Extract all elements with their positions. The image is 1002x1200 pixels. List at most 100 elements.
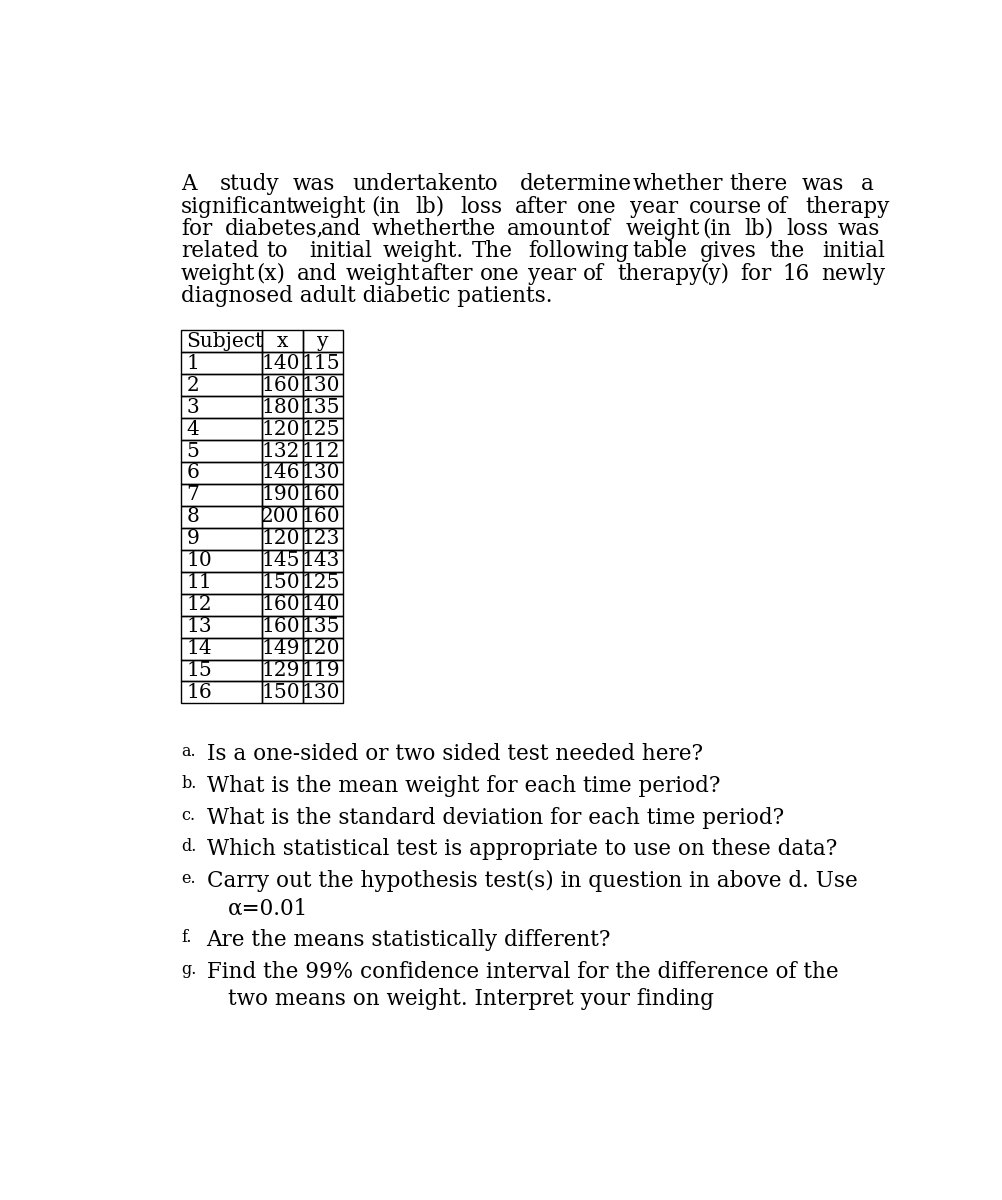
- Bar: [303, 571, 343, 594]
- Bar: [181, 374, 263, 396]
- Text: 120: 120: [262, 420, 300, 438]
- Text: and: and: [321, 218, 361, 240]
- Text: amount: amount: [507, 218, 589, 240]
- Text: The: The: [471, 240, 512, 263]
- Text: was: was: [802, 173, 844, 196]
- Text: loss: loss: [460, 196, 502, 217]
- Text: 149: 149: [262, 640, 300, 658]
- Text: was: was: [293, 173, 335, 196]
- Bar: [181, 550, 263, 571]
- Text: after: after: [515, 196, 567, 217]
- Bar: [263, 330, 303, 353]
- Bar: [263, 571, 303, 594]
- Text: year: year: [528, 263, 576, 284]
- Text: (x): (x): [257, 263, 286, 284]
- Text: b.: b.: [181, 775, 196, 792]
- Text: of: of: [768, 196, 789, 217]
- Text: 123: 123: [302, 529, 340, 548]
- Text: 4: 4: [186, 420, 199, 438]
- Text: 16: 16: [186, 683, 212, 702]
- Text: (in: (in: [702, 218, 731, 240]
- Text: lb): lb): [416, 196, 445, 217]
- Text: 140: 140: [302, 595, 340, 614]
- Bar: [181, 528, 263, 550]
- Bar: [263, 396, 303, 418]
- Bar: [303, 616, 343, 637]
- Bar: [263, 506, 303, 528]
- Bar: [181, 396, 263, 418]
- Text: 140: 140: [262, 354, 300, 373]
- Text: 129: 129: [262, 661, 300, 680]
- Text: A: A: [181, 173, 196, 196]
- Bar: [181, 506, 263, 528]
- Text: y: y: [317, 332, 329, 350]
- Text: 130: 130: [302, 376, 340, 395]
- Text: 190: 190: [261, 486, 300, 504]
- Text: whether: whether: [371, 218, 462, 240]
- Text: 150: 150: [261, 574, 300, 593]
- Text: What is the standard deviation for each time period?: What is the standard deviation for each …: [206, 806, 784, 828]
- Text: 150: 150: [261, 683, 300, 702]
- Text: a.: a.: [181, 744, 195, 761]
- Text: 119: 119: [302, 661, 340, 680]
- Text: 6: 6: [186, 463, 199, 482]
- Text: study: study: [219, 173, 280, 196]
- Bar: [303, 462, 343, 484]
- Bar: [303, 594, 343, 616]
- Text: therapy: therapy: [806, 196, 890, 217]
- Text: 9: 9: [186, 529, 199, 548]
- Text: a: a: [861, 173, 874, 196]
- Text: whether: whether: [633, 173, 723, 196]
- Text: d.: d.: [181, 838, 196, 856]
- Bar: [181, 418, 263, 440]
- Bar: [181, 637, 263, 660]
- Text: 180: 180: [261, 397, 300, 416]
- Bar: [181, 484, 263, 506]
- Text: 160: 160: [261, 595, 300, 614]
- Text: diabetes,: diabetes,: [224, 218, 324, 240]
- Text: 160: 160: [302, 508, 340, 527]
- Bar: [263, 418, 303, 440]
- Bar: [263, 353, 303, 374]
- Text: weight: weight: [625, 218, 700, 240]
- Text: e.: e.: [181, 870, 195, 887]
- Text: there: there: [729, 173, 788, 196]
- Text: two means on weight. Interpret your finding: two means on weight. Interpret your find…: [228, 989, 714, 1010]
- Text: (in: (in: [372, 196, 401, 217]
- Text: α=0.01: α=0.01: [228, 898, 309, 919]
- Text: of: of: [590, 218, 611, 240]
- Text: weight: weight: [292, 196, 367, 217]
- Bar: [303, 484, 343, 506]
- Text: Carry out the hypothesis test(s) in question in above d. Use: Carry out the hypothesis test(s) in ques…: [206, 870, 858, 892]
- Bar: [303, 506, 343, 528]
- Text: 160: 160: [302, 486, 340, 504]
- Text: Subject: Subject: [186, 332, 264, 350]
- Text: 143: 143: [302, 551, 340, 570]
- Text: for: for: [181, 218, 212, 240]
- Text: therapy: therapy: [617, 263, 701, 284]
- Bar: [303, 353, 343, 374]
- Text: related: related: [181, 240, 259, 263]
- Text: 5: 5: [186, 442, 199, 461]
- Text: 11: 11: [186, 574, 212, 593]
- Text: x: x: [277, 332, 289, 350]
- Bar: [303, 660, 343, 682]
- Bar: [181, 660, 263, 682]
- Text: for: for: [740, 263, 772, 284]
- Text: 135: 135: [302, 617, 340, 636]
- Bar: [263, 616, 303, 637]
- Text: determine: determine: [519, 173, 631, 196]
- Text: 14: 14: [186, 640, 212, 658]
- Text: to: to: [267, 240, 289, 263]
- Bar: [303, 637, 343, 660]
- Bar: [263, 484, 303, 506]
- Text: Find the 99% confidence interval for the difference of the: Find the 99% confidence interval for the…: [206, 960, 839, 983]
- Text: year: year: [629, 196, 678, 217]
- Bar: [303, 682, 343, 703]
- Text: 145: 145: [262, 551, 300, 570]
- Bar: [263, 374, 303, 396]
- Bar: [263, 637, 303, 660]
- Text: the: the: [770, 240, 805, 263]
- Bar: [181, 616, 263, 637]
- Text: Is a one-sided or two sided test needed here?: Is a one-sided or two sided test needed …: [206, 744, 702, 766]
